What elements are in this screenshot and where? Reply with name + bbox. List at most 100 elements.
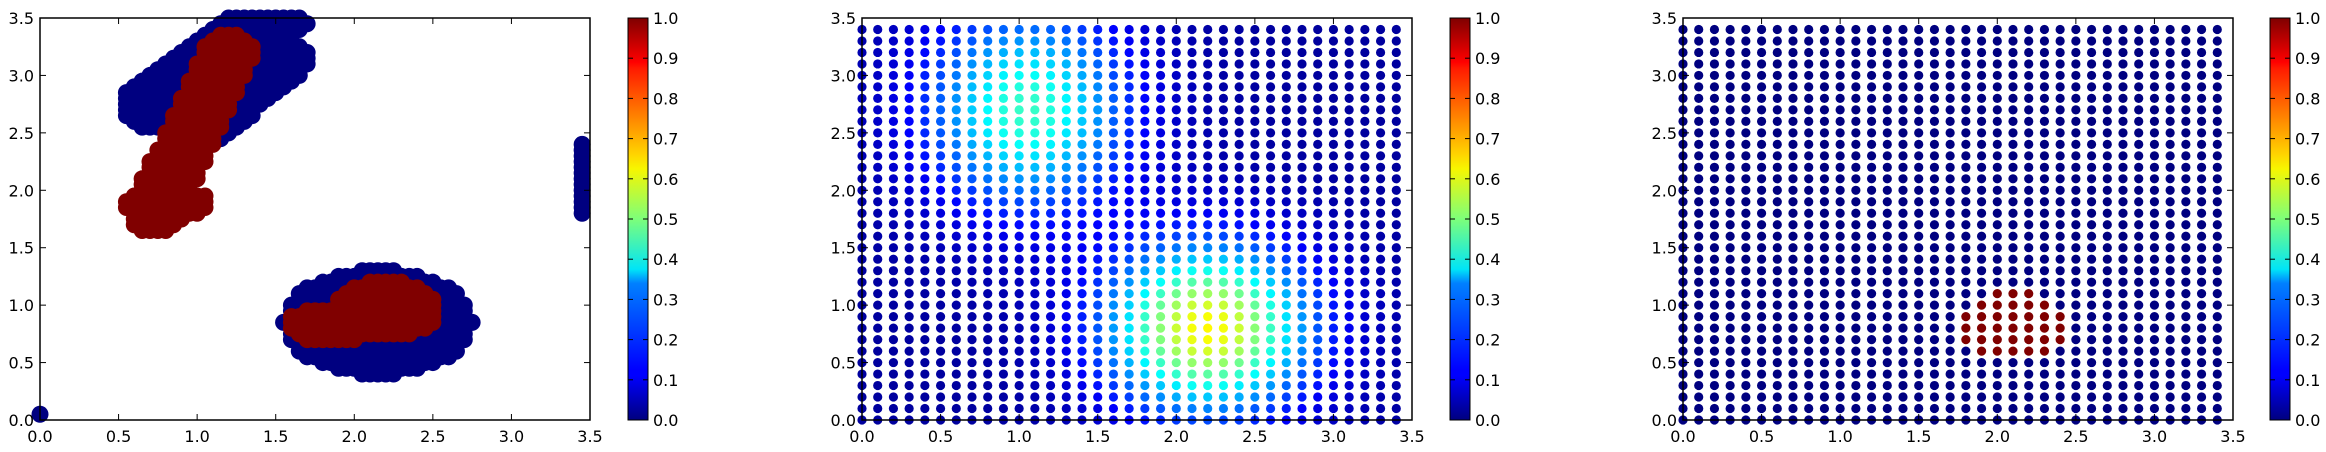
data-point	[1014, 185, 1024, 195]
data-point	[873, 231, 883, 241]
data-point	[1694, 380, 1704, 391]
data-point	[1187, 392, 1197, 402]
data-point	[1375, 335, 1386, 345]
data-point	[424, 290, 442, 308]
data-point	[1203, 323, 1213, 333]
data-point	[1804, 335, 1814, 345]
data-point	[1961, 243, 1971, 253]
data-point	[2149, 116, 2160, 126]
data-point	[1077, 151, 1087, 161]
data-point	[904, 59, 914, 69]
data-point	[967, 266, 977, 276]
data-point	[2024, 93, 2034, 103]
data-point	[2071, 289, 2081, 299]
data-point	[1741, 403, 1751, 414]
data-point	[1375, 70, 1386, 81]
data-point	[1835, 139, 1845, 149]
data-point	[2055, 24, 2065, 35]
data-point	[1281, 231, 1291, 241]
data-point	[1328, 197, 1339, 207]
data-point	[1328, 335, 1339, 345]
data-point	[2071, 105, 2081, 115]
data-point	[1992, 47, 2002, 58]
y-tick-label: 1.5	[1652, 239, 1677, 258]
data-point	[1344, 24, 1354, 35]
colorbar-tick-label: 0.3	[2295, 290, 2320, 309]
data-point	[1756, 59, 1767, 69]
data-point	[1851, 300, 1861, 310]
data-point	[2149, 128, 2160, 138]
data-point	[904, 151, 914, 161]
data-point	[1391, 392, 1401, 402]
data-point	[1077, 357, 1087, 368]
data-point	[1265, 24, 1276, 35]
data-point	[1929, 289, 1940, 299]
data-point	[1203, 369, 1213, 379]
data-point	[2008, 312, 2018, 322]
data-point	[1250, 47, 1260, 58]
data-point	[998, 346, 1009, 356]
data-point	[1898, 151, 1908, 161]
data-point	[2118, 357, 2128, 368]
data-point	[1725, 128, 1735, 138]
data-point	[1694, 174, 1704, 184]
data-point	[951, 323, 961, 333]
data-point	[1265, 208, 1276, 218]
data-point	[1976, 335, 1987, 345]
data-point	[1788, 93, 1798, 103]
plot-3-xaxis: 0.0 0.5 1.0 1.5 2.0 2.5 3.0 3.5	[1670, 18, 2246, 446]
data-point	[2118, 197, 2128, 207]
data-point	[1929, 208, 1940, 218]
data-point	[1725, 357, 1735, 368]
data-point	[2071, 220, 2081, 230]
data-point	[2165, 243, 2175, 253]
data-point	[1992, 24, 2002, 35]
colorbar-tick-label: 0.6	[1475, 170, 1500, 189]
data-point	[1281, 174, 1291, 184]
data-point	[2134, 185, 2144, 195]
data-point	[1014, 300, 1024, 310]
data-point	[1250, 323, 1260, 333]
data-point	[1297, 70, 1307, 81]
data-point	[904, 197, 914, 207]
data-point	[1218, 151, 1229, 161]
data-point	[1297, 312, 1307, 322]
data-point	[1077, 220, 1087, 230]
data-point	[1281, 47, 1291, 58]
data-point	[2086, 70, 2097, 81]
data-point	[1077, 82, 1087, 92]
data-point	[1756, 289, 1767, 299]
data-point	[1851, 139, 1861, 149]
data-point	[920, 59, 930, 69]
data-point	[2118, 128, 2128, 138]
data-point	[920, 116, 930, 126]
data-point	[1882, 116, 1892, 126]
data-point	[1992, 162, 2002, 172]
data-point	[1375, 139, 1386, 149]
colorbar-tick-label: 0.2	[653, 331, 678, 350]
data-point	[935, 312, 946, 322]
data-point	[1218, 346, 1229, 356]
data-point	[1297, 185, 1307, 195]
data-point	[1819, 47, 1830, 58]
data-point	[2039, 162, 2050, 172]
data-point	[1297, 323, 1307, 333]
data-point	[1914, 243, 1924, 253]
data-point	[2071, 312, 2081, 322]
data-point	[2149, 174, 2160, 184]
data-point	[1030, 266, 1040, 276]
data-point	[2149, 380, 2160, 391]
data-point	[1851, 335, 1861, 345]
data-point	[1929, 277, 1940, 287]
data-point	[983, 36, 993, 46]
data-point	[1297, 128, 1307, 138]
data-point	[2165, 185, 2175, 195]
data-point	[1360, 231, 1370, 241]
data-point	[1297, 151, 1307, 161]
data-point	[967, 82, 977, 92]
colorbar-tick-label: 1.0	[653, 9, 678, 28]
data-point	[2165, 220, 2175, 230]
data-point	[1709, 335, 1720, 345]
data-point	[2024, 289, 2034, 299]
data-point	[1014, 254, 1024, 264]
